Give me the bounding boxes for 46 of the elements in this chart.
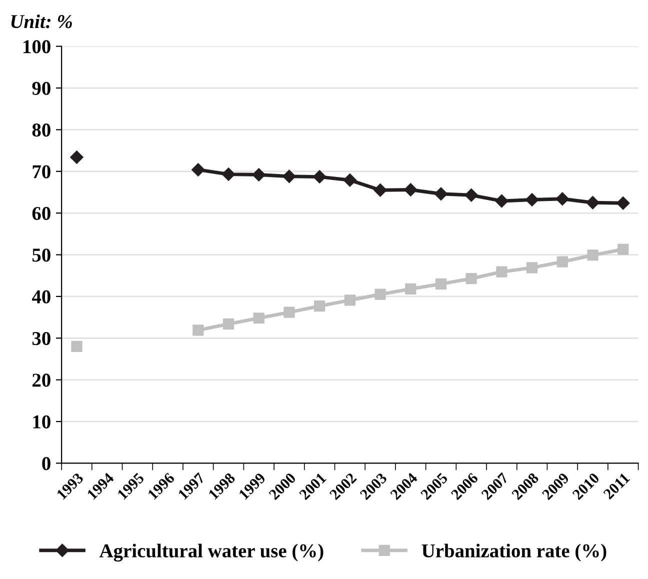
y-tick-label: 20 <box>32 374 50 387</box>
y-tick-label: 30 <box>32 332 50 346</box>
point <box>556 256 568 268</box>
point <box>618 244 629 255</box>
point <box>587 250 598 261</box>
point <box>222 318 234 330</box>
y-tick-label: 10 <box>33 415 50 428</box>
y-axis-title: Unit: % <box>11 14 72 28</box>
point <box>586 196 600 210</box>
point <box>192 163 205 176</box>
y-tick-label: 90 <box>32 82 50 95</box>
point <box>496 266 508 278</box>
point <box>466 272 477 284</box>
point <box>616 196 630 210</box>
point <box>404 183 418 196</box>
point <box>556 192 569 206</box>
y-tick-label: 0 <box>42 457 50 470</box>
point <box>71 340 82 352</box>
y-tick-label: 40 <box>32 290 50 304</box>
point <box>282 170 296 183</box>
point <box>525 193 539 206</box>
point <box>252 168 266 182</box>
legend-label: Agricultural water use (%) <box>99 544 324 562</box>
point <box>374 288 386 300</box>
point <box>526 262 538 274</box>
point <box>434 187 448 200</box>
point <box>405 283 416 294</box>
point <box>312 170 326 184</box>
y-tick-label: 100 <box>24 40 50 54</box>
point <box>343 174 357 187</box>
y-tick-label: 70 <box>32 165 50 178</box>
point <box>314 300 326 312</box>
point <box>344 294 356 306</box>
point <box>192 324 204 336</box>
point <box>284 306 295 318</box>
legend-label: Urbanization rate (%) <box>422 544 606 562</box>
point <box>70 150 84 164</box>
y-tick-label: 80 <box>32 124 50 137</box>
y-tick-label: 60 <box>32 206 50 220</box>
point <box>222 168 236 181</box>
point <box>253 312 264 324</box>
point <box>495 194 508 208</box>
point <box>374 184 387 197</box>
point <box>464 188 478 202</box>
point <box>435 278 447 290</box>
y-tick-label: 50 <box>32 248 50 262</box>
